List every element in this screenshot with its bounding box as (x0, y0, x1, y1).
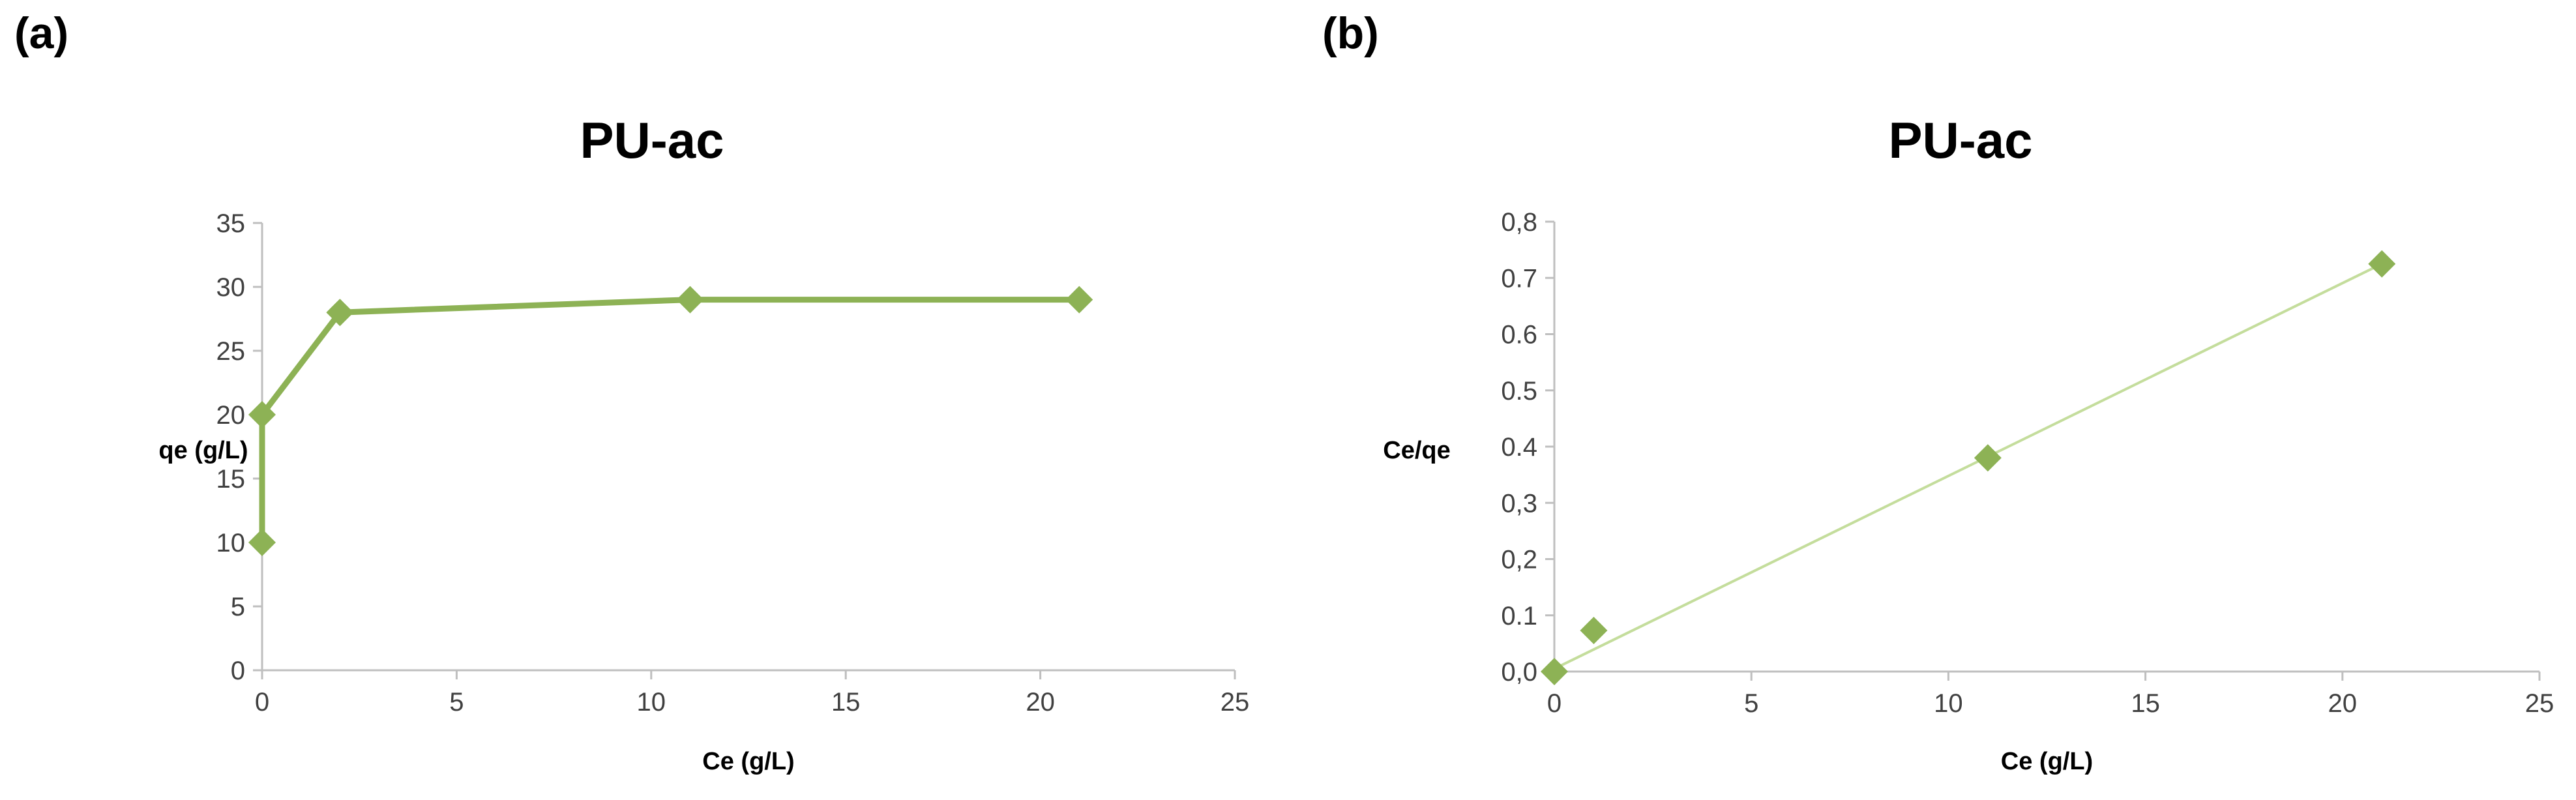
x-tick-label: 10 (1934, 689, 1963, 718)
data-point (248, 529, 276, 556)
chart-a: PU-ac 0 5 10 15 20 25 30 35 0 5 10 15 20 25 qe (g/L) Ce … (158, 111, 1249, 775)
y-tick-label: 0.1 (1501, 602, 1537, 630)
y-tick-label: 0.6 (1501, 321, 1537, 349)
data-point (1974, 444, 2002, 472)
y-tick-label: 5 (231, 593, 245, 621)
y-tick-label: 15 (216, 465, 246, 494)
x-tick-label: 15 (831, 688, 861, 717)
x-axis-label: Ce (g/L) (2001, 748, 2093, 775)
x-tick-label: 0 (1547, 689, 1562, 718)
y-tick-label: 0.4 (1501, 433, 1537, 462)
y-tick-label: 25 (216, 337, 246, 366)
y-tick-label: 30 (216, 273, 246, 302)
data-point (1065, 286, 1093, 314)
series-line (259, 297, 1080, 542)
x-tick-label: 15 (2131, 689, 2160, 718)
y-tick-label: 20 (216, 401, 246, 430)
x-tick-label: 25 (2525, 689, 2554, 718)
y-tick-label: 0.7 (1501, 264, 1537, 293)
chart-title: PU-ac (580, 111, 724, 169)
x-tick-label: 0 (255, 688, 269, 717)
y-axis-label: Ce/qe (1383, 437, 1450, 464)
y-tick-label: 0.5 (1501, 377, 1537, 406)
data-point (248, 401, 276, 428)
chart-b: PU-ac 0,0 0.1 0,2 0,3 0.4 0.5 0.6 0.7 0,8 0 5 10 15 20… (1383, 111, 2554, 775)
panel-label-b: (b) (1322, 8, 1379, 58)
x-tick-label: 20 (2328, 689, 2358, 718)
x-axis-label: Ce (g/L) (702, 748, 794, 775)
x-tick-label: 10 (637, 688, 666, 717)
y-tick-label: 0,2 (1501, 546, 1537, 574)
y-tick-label: 0,8 (1501, 208, 1537, 237)
panel-label-a: (a) (14, 8, 69, 58)
data-point (326, 299, 354, 327)
chart-title: PU-ac (1888, 111, 2032, 169)
x-tick-label: 5 (1744, 689, 1758, 718)
trendline (1554, 262, 2383, 670)
y-tick-label: 0,3 (1501, 489, 1537, 518)
x-tick-label: 20 (1026, 688, 1055, 717)
x-tick-label: 5 (449, 688, 464, 717)
data-point (2368, 250, 2396, 278)
y-tick-label: 10 (216, 529, 246, 557)
y-axis-label: qe (g/L) (158, 437, 248, 464)
data-point (1541, 658, 1568, 685)
y-tick-label: 0 (231, 657, 245, 685)
y-tick-label: 35 (216, 209, 246, 238)
data-point (1580, 617, 1608, 645)
x-tick-label: 25 (1221, 688, 1250, 717)
data-point (676, 286, 704, 314)
y-tick-label: 0,0 (1501, 658, 1537, 687)
